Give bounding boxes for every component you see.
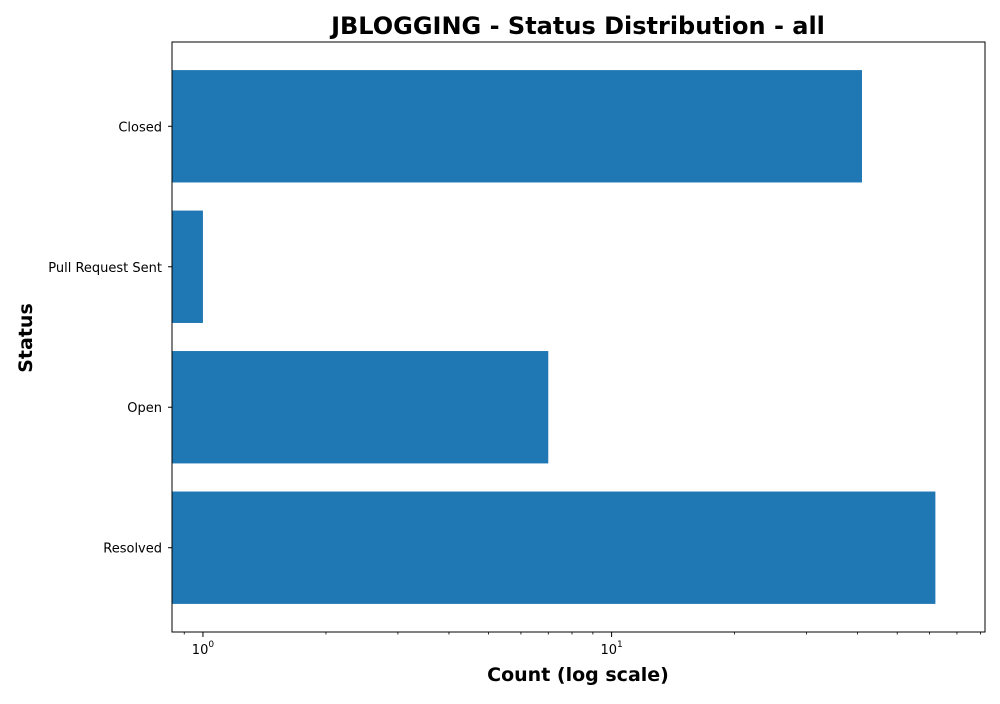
chart-title: JBLOGGING - Status Distribution - all [329, 12, 825, 40]
y-tick-label: Open [127, 401, 162, 416]
x-tick-label: 101 [600, 640, 622, 658]
y-tick-label: Pull Request Sent [48, 261, 162, 276]
x-tick-label: 100 [192, 640, 215, 658]
bar-open [172, 351, 549, 464]
plot-frame [171, 41, 986, 633]
x-axis-label: Count (log scale) [487, 664, 669, 686]
y-tick-label: Resolved [103, 542, 162, 557]
bar-resolved [172, 491, 936, 604]
axes-layer: Closed Pull Request Sent Open Resolved 100 10… [48, 41, 986, 658]
y-tick-label: Closed [118, 120, 162, 135]
bar-pull-request-sent [172, 210, 203, 323]
bar-closed [172, 70, 862, 183]
bars-layer [172, 70, 936, 604]
y-axis-label: Status [15, 303, 37, 373]
